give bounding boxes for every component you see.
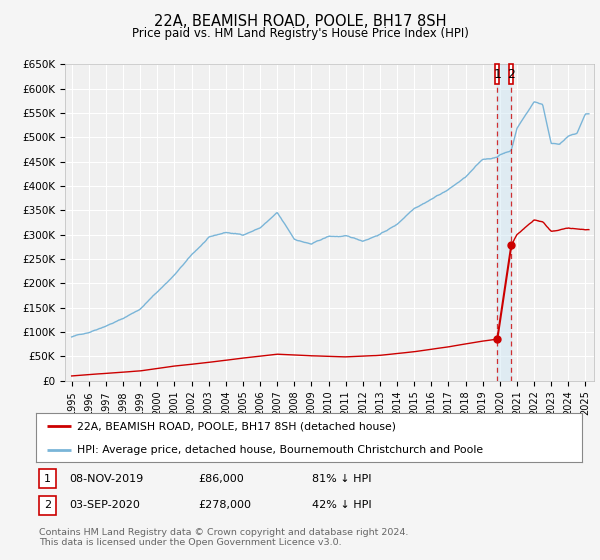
Text: £278,000: £278,000 bbox=[198, 500, 251, 510]
Text: 08-NOV-2019: 08-NOV-2019 bbox=[69, 474, 143, 484]
Text: 2: 2 bbox=[508, 68, 515, 81]
Text: 1: 1 bbox=[493, 68, 501, 81]
Text: 1: 1 bbox=[44, 474, 51, 484]
Text: 03-SEP-2020: 03-SEP-2020 bbox=[69, 500, 140, 510]
Text: 22A, BEAMISH ROAD, POOLE, BH17 8SH (detached house): 22A, BEAMISH ROAD, POOLE, BH17 8SH (deta… bbox=[77, 421, 396, 431]
Text: £86,000: £86,000 bbox=[198, 474, 244, 484]
Text: 22A, BEAMISH ROAD, POOLE, BH17 8SH: 22A, BEAMISH ROAD, POOLE, BH17 8SH bbox=[154, 14, 446, 29]
Text: Contains HM Land Registry data © Crown copyright and database right 2024.
This d: Contains HM Land Registry data © Crown c… bbox=[39, 528, 409, 547]
Text: 81% ↓ HPI: 81% ↓ HPI bbox=[312, 474, 371, 484]
Text: HPI: Average price, detached house, Bournemouth Christchurch and Poole: HPI: Average price, detached house, Bour… bbox=[77, 445, 483, 455]
Text: Price paid vs. HM Land Registry's House Price Index (HPI): Price paid vs. HM Land Registry's House … bbox=[131, 27, 469, 40]
Bar bbox=[496, 64, 499, 84]
Text: 42% ↓ HPI: 42% ↓ HPI bbox=[312, 500, 371, 510]
Text: 2: 2 bbox=[44, 500, 51, 510]
Bar bbox=[497, 64, 511, 381]
Bar bbox=[509, 64, 513, 84]
